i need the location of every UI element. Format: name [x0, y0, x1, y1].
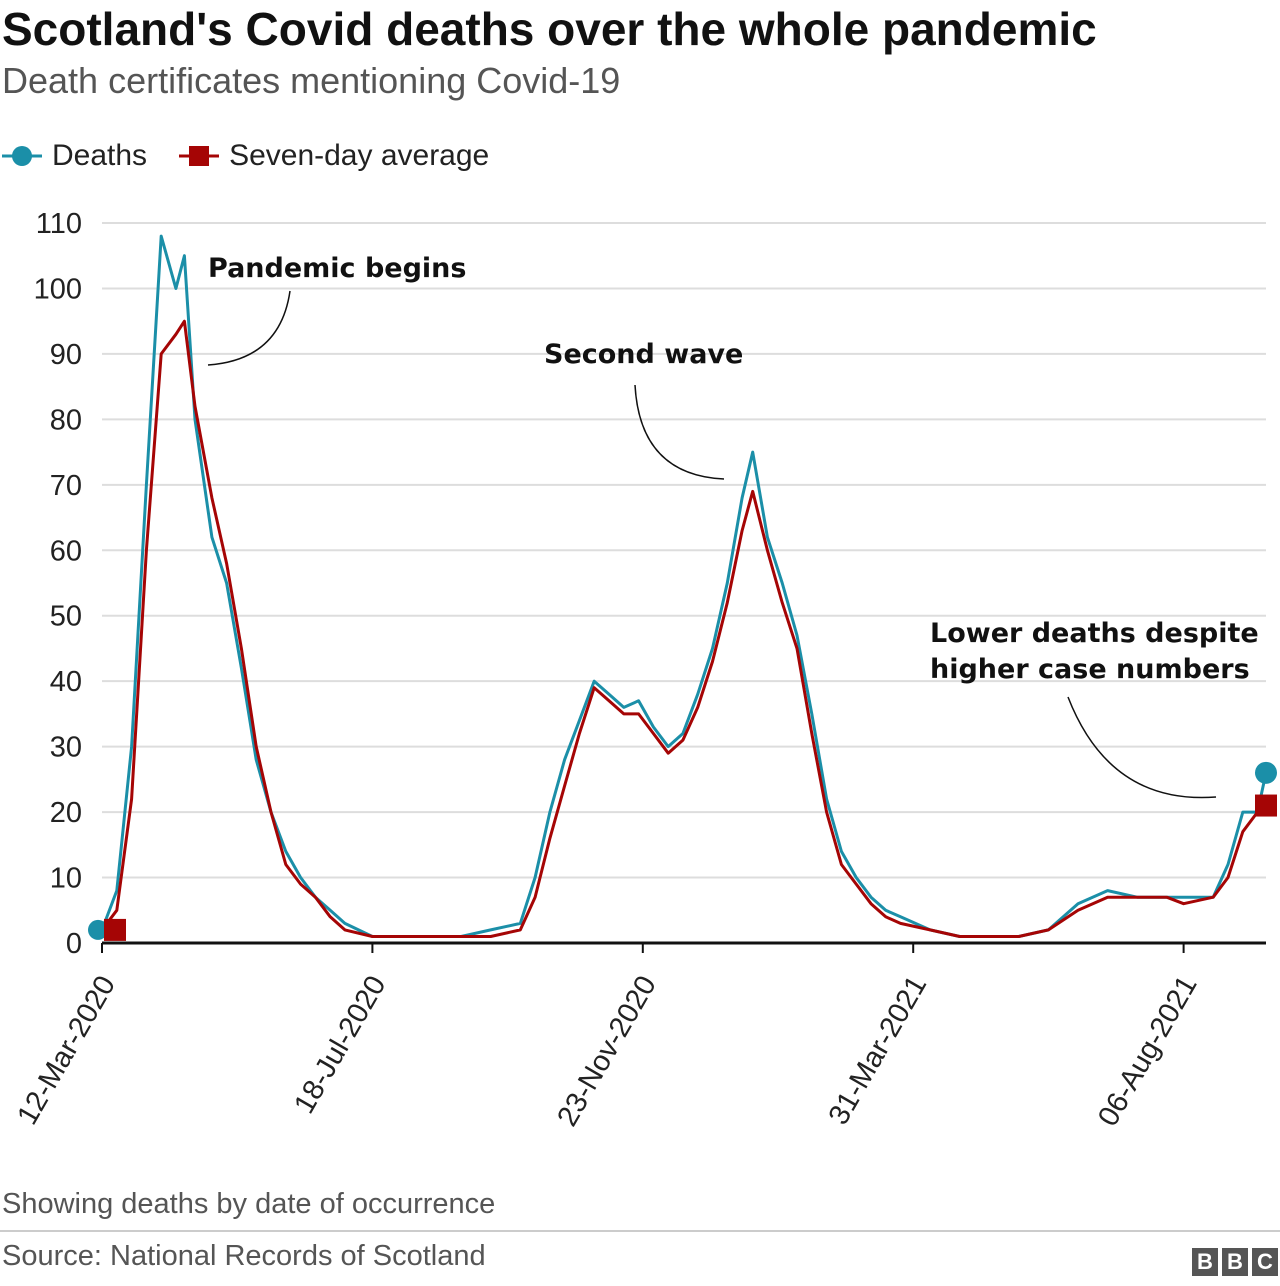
y-tick-label: 0: [66, 928, 82, 960]
chart-footnote: Showing deaths by date of occurrence: [2, 1188, 496, 1220]
line-chart: 0 10 20 30 40 50 60 70 80 90 100 110 12-Mar-2020 18-J…: [11, 208, 1277, 1132]
y-tick-label: 60: [50, 535, 82, 567]
annotation-pandemic-begins: Pandemic begins: [208, 253, 466, 284]
y-tick-label: 50: [50, 601, 82, 633]
legend-item-average: Seven-day average: [177, 139, 489, 173]
bbc-logo: B B C: [1188, 1248, 1278, 1276]
source-note: Source: National Records of Scotland: [2, 1240, 486, 1272]
x-tick-label: 31-Mar-2021: [823, 971, 934, 1131]
x-tick-label: 06-Aug-2021: [1092, 971, 1204, 1132]
y-tick-label: 110: [36, 208, 82, 240]
legend-item-deaths: Deaths: [0, 139, 147, 173]
chart-subtitle: Death certificates mentioning Covid-19: [2, 60, 621, 101]
y-tick-label: 40: [50, 666, 82, 698]
legend-marker-deaths: [2, 146, 42, 166]
legend-marker-average: [179, 146, 220, 166]
y-tick-label: 70: [50, 470, 82, 502]
x-tick-label: 23-Nov-2020: [551, 971, 663, 1132]
y-tick-label: 80: [50, 404, 82, 436]
footer-divider: [0, 1230, 1280, 1232]
legend-label-deaths: Deaths: [52, 139, 148, 172]
deaths-start-point: [88, 919, 108, 940]
y-tick-label: 90: [50, 339, 82, 371]
x-tick-label: 12-Mar-2020: [11, 971, 122, 1131]
bbc-logo-b2: B: [1222, 1248, 1248, 1276]
annotation-leader-second-wave: [634, 384, 725, 480]
y-tick-label: 20: [50, 797, 82, 829]
legend: Deaths Seven-day average: [0, 134, 519, 178]
annotation-second-wave: Second wave: [544, 339, 743, 370]
bbc-logo-c: C: [1252, 1248, 1278, 1276]
x-tick-label: 18-Jul-2020: [288, 971, 392, 1120]
y-tick-label: 10: [50, 863, 82, 895]
bbc-logo-b1: B: [1192, 1248, 1218, 1276]
average-start-point: [104, 918, 126, 941]
legend-label-average: Seven-day average: [229, 139, 490, 172]
annotation-lower-deaths: Lower deaths despite higher case numbers: [930, 618, 1259, 685]
y-tick-label: 30: [50, 732, 82, 764]
average-end-point: [1255, 794, 1277, 817]
chart-title: Scotland's Covid deaths over the whole p…: [2, 3, 1097, 55]
annotation-leader-lower-deaths: [1067, 696, 1217, 799]
deaths-end-point: [1255, 761, 1277, 784]
series-line-seven-day-average: [100, 319, 1267, 938]
y-tick-label: 100: [34, 273, 82, 305]
annotation-leader-pandemic: [207, 290, 291, 366]
